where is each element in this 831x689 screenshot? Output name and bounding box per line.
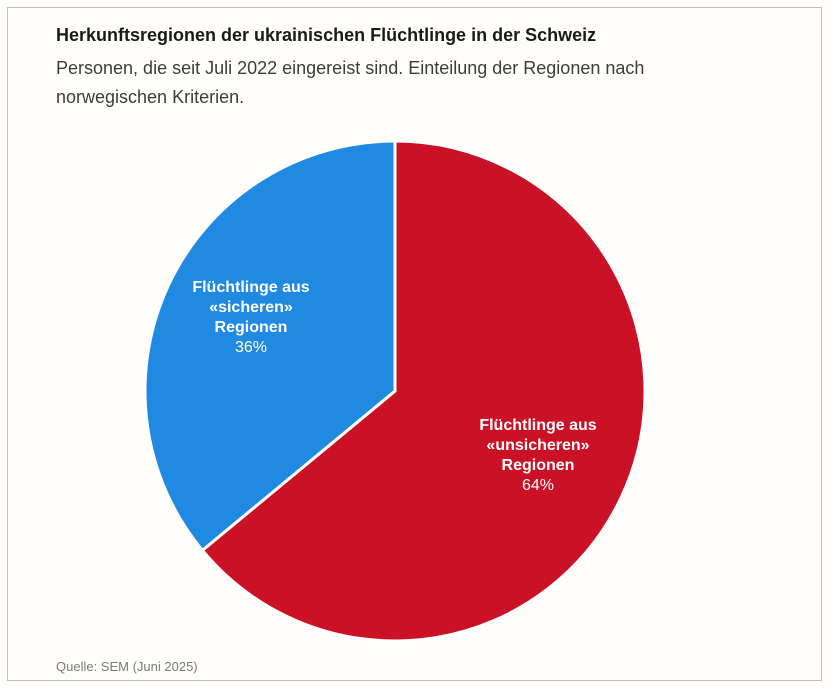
chart-subtitle: Personen, die seit Juli 2022 eingereist … [56,58,645,107]
source-note: Quelle: SEM (Juni 2025) [56,659,198,674]
pie-svg [143,139,647,643]
chart-title: Herkunftsregionen der ukrainischen Flüch… [56,25,597,45]
chart-card: Herkunftsregionen der ukrainischen Flüch… [7,7,822,681]
pie-slice-sichere-regionen [143,139,397,552]
pie-chart: Flüchtlinge aus «unsicheren» Regionen 64… [141,137,649,645]
pie-slice-unsichere-regionen [200,139,647,643]
